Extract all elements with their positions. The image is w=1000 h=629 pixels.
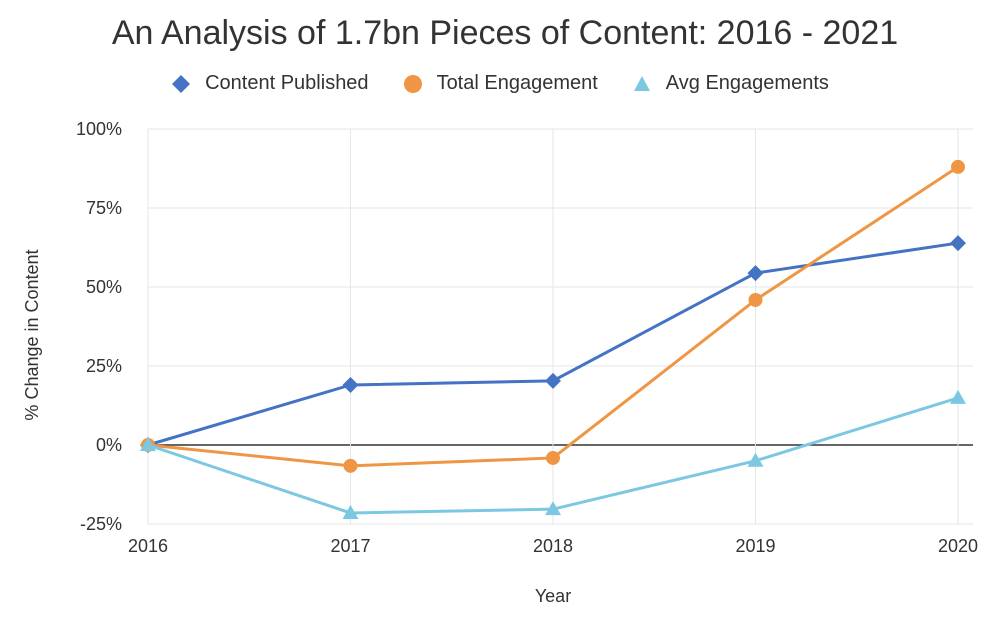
data-point-diamond (950, 235, 966, 252)
data-point-triangle (545, 501, 561, 516)
legend-label: Avg Engagements (665, 72, 829, 94)
data-point-triangle (342, 504, 359, 519)
data-point-diamond (545, 372, 561, 389)
y-tick-label: 50% (86, 277, 122, 297)
data-point-diamond (342, 376, 359, 393)
data-point-circle (748, 292, 763, 307)
y-tick-label: 100% (76, 119, 122, 139)
x-axis-label: Year (535, 586, 571, 606)
chart-title: An Analysis of 1.7bn Pieces of Content: … (111, 14, 899, 52)
x-tick-label: 2018 (533, 536, 573, 556)
legend: Content Published Total Engagement Avg E… (0, 72, 1000, 95)
y-tick-label: 25% (86, 356, 122, 376)
legend-item-avg-engagements[interactable]: Avg Engagements (632, 72, 829, 95)
series-total-engagement (141, 159, 965, 473)
y-tick-label: 0% (96, 435, 122, 455)
data-point-triangle (950, 389, 966, 404)
diamond-marker-icon (172, 74, 191, 93)
x-tick-label: 2017 (330, 536, 370, 556)
data-point-diamond (747, 265, 764, 282)
series-avg-engagements (140, 389, 966, 519)
legend-item-content-published[interactable]: Content Published (171, 72, 369, 95)
legend-label: Total Engagement (436, 72, 598, 94)
y-tick-label: -25% (80, 514, 122, 534)
y-axis-label: % Change in Content (22, 249, 42, 420)
legend-label: Content Published (205, 72, 369, 94)
x-tick-label: 2020 (938, 536, 978, 556)
data-point-circle (343, 458, 358, 473)
y-tick-label: 75% (86, 198, 122, 218)
data-point-circle (951, 159, 965, 174)
circle-marker-icon (403, 74, 422, 93)
x-tick-label: 2016 (128, 536, 168, 556)
triangle-marker-icon (633, 75, 650, 91)
data-point-circle (546, 450, 560, 465)
data-point-triangle (747, 452, 764, 467)
legend-item-total-engagement[interactable]: Total Engagement (403, 72, 598, 95)
x-tick-label: 2019 (735, 536, 775, 556)
data-point-triangle (140, 437, 156, 451)
